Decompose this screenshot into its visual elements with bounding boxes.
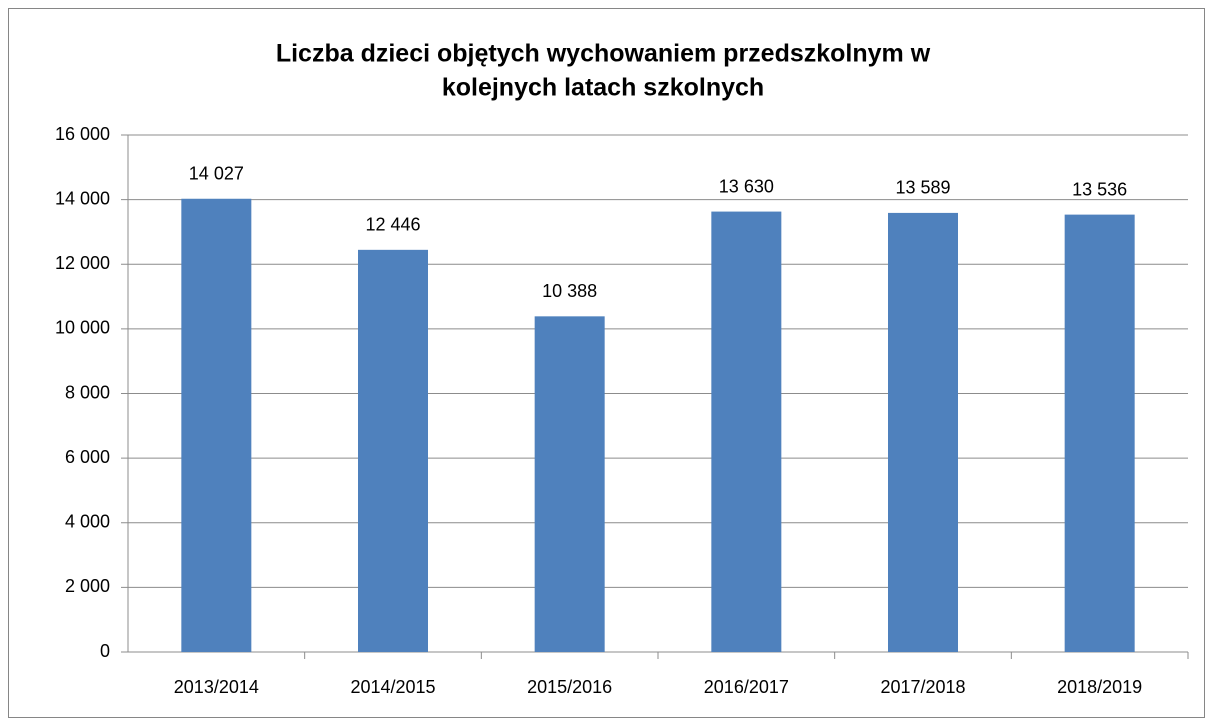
y-tick-label: 14 000 (55, 188, 110, 208)
y-tick-label: 2 000 (65, 576, 110, 596)
x-tick-label: 2017/2018 (880, 677, 965, 697)
data-label: 13 630 (719, 176, 774, 196)
y-tick-label: 8 000 (65, 382, 110, 402)
y-tick-label: 10 000 (55, 318, 110, 338)
bar (1064, 214, 1135, 653)
data-label: 13 589 (895, 178, 950, 198)
x-tick-label: 2016/2017 (704, 677, 789, 697)
x-tick-label: 2015/2016 (527, 677, 612, 697)
data-label: 12 446 (365, 215, 420, 235)
x-tick-label: 2014/2015 (350, 677, 435, 697)
bar (358, 249, 428, 652)
x-tick-label: 2013/2014 (174, 677, 259, 697)
y-tick-label: 0 (100, 641, 110, 661)
data-label: 14 027 (189, 164, 244, 184)
data-label: 13 536 (1072, 179, 1127, 199)
data-label: 10 388 (542, 281, 597, 301)
y-tick-label: 16 000 (55, 124, 110, 144)
bar (181, 198, 252, 652)
bar (711, 211, 782, 652)
bar (888, 212, 958, 652)
chart-title: Liczba dzieci objętych wychowaniem przed… (276, 40, 931, 68)
y-tick-label: 6 000 (65, 447, 110, 467)
bar (534, 316, 605, 652)
chart-title: kolejnych latach szkolnych (442, 74, 764, 102)
x-tick-label: 2018/2019 (1057, 677, 1142, 697)
y-tick-label: 4 000 (65, 512, 110, 532)
y-tick-label: 12 000 (55, 253, 110, 273)
